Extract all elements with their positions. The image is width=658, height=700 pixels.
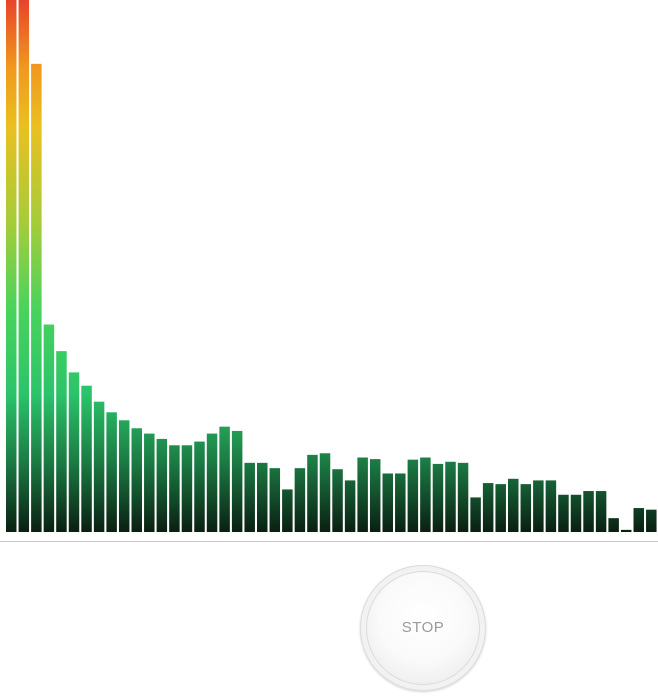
spectrum-bar-28	[344, 480, 356, 532]
spectrum-bar-5	[56, 351, 67, 532]
spectrum-bar-21	[257, 462, 268, 532]
spectrum-bar-22	[269, 468, 281, 532]
spectrum-bar-46	[570, 494, 582, 532]
spectrum-bar-12	[144, 433, 155, 532]
spectrum-bar-7	[81, 385, 92, 532]
spectrum-bar-27	[332, 469, 343, 532]
spectrum-bar-42	[520, 484, 532, 532]
spectrum-bar-43	[533, 480, 544, 532]
spectrum-bar-44	[545, 480, 557, 532]
spectrum-bar-37	[457, 462, 469, 532]
spectrum-bar-3	[31, 63, 42, 533]
spectrum-bar-34	[420, 457, 431, 532]
spectrum-bars	[6, 0, 657, 533]
spectrum-bar-26	[319, 453, 331, 532]
spectrum-bar-38	[470, 497, 481, 532]
spectrum-bar-51	[633, 508, 644, 532]
spectrum-bar-2	[18, 0, 30, 532]
spectrum-bar-14	[169, 445, 180, 532]
spectrum-bar-52	[646, 509, 657, 532]
spectrum-bar-4	[43, 324, 55, 532]
baseline-divider	[0, 541, 658, 542]
spectrum-bar-35	[432, 463, 444, 532]
spectrum-bar-1	[6, 0, 17, 532]
spectrum-bar-49	[608, 518, 619, 532]
spectrum-bar-32	[395, 473, 406, 532]
spectrum-bar-39	[482, 483, 494, 532]
spectrum-bar-8	[93, 401, 105, 532]
spectrum-bar-30	[369, 459, 381, 532]
spectrum-bar-16	[194, 441, 205, 532]
spectrum-visualizer	[6, 0, 657, 533]
spectrum-bar-31	[382, 473, 393, 532]
spectrum-bar-36	[445, 461, 456, 532]
spectrum-bar-45	[558, 494, 569, 532]
spectrum-bar-19	[231, 430, 243, 532]
spectrum-bar-6	[68, 372, 80, 532]
spectrum-bar-47	[583, 491, 594, 532]
spectrum-bar-33	[407, 459, 419, 532]
stop-button[interactable]: STOP	[360, 565, 486, 691]
spectrum-bar-11	[131, 428, 142, 532]
spectrum-chart	[6, 0, 657, 533]
spectrum-bar-23	[282, 489, 293, 532]
spectrum-bar-40	[495, 484, 506, 532]
spectrum-bar-41	[508, 478, 519, 532]
spectrum-bar-29	[357, 457, 368, 532]
stop-button-label: STOP	[401, 619, 445, 636]
spectrum-bar-9	[106, 412, 117, 532]
spectrum-bar-24	[294, 468, 306, 532]
spectrum-bar-48	[595, 491, 607, 532]
spectrum-bar-10	[118, 420, 130, 532]
spectrum-bar-25	[307, 454, 318, 532]
spectrum-bar-50	[620, 529, 632, 532]
spectrum-bar-13	[156, 438, 168, 532]
spectrum-bar-17	[206, 433, 218, 532]
spectrum-bar-20	[244, 462, 255, 532]
spectrum-bar-18	[219, 426, 230, 532]
spectrum-bar-15	[181, 445, 193, 532]
